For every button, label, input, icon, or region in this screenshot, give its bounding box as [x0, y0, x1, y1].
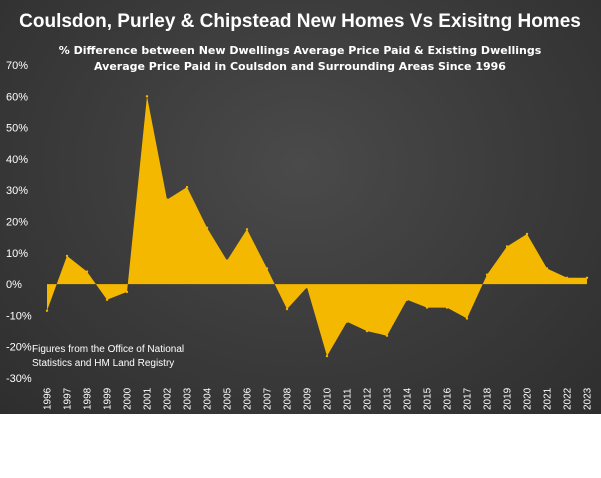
data-point-2007	[265, 267, 269, 270]
x-tick-label: 2023	[583, 387, 594, 410]
y-tick-label: 50%	[6, 123, 28, 135]
x-tick-label: 2009	[303, 387, 314, 410]
data-point-1997	[65, 254, 69, 258]
data-point-1998	[85, 270, 89, 273]
data-point-1996	[45, 309, 49, 312]
y-tick-label: 20%	[6, 217, 28, 229]
data-point-1999	[105, 298, 109, 301]
x-tick-label: 2001	[143, 387, 154, 410]
data-point-2000	[125, 290, 129, 294]
y-tick-label: 30%	[6, 185, 28, 197]
data-point-2011	[345, 320, 349, 323]
x-tick-label: 2016	[443, 387, 454, 410]
x-tick-label: 2005	[223, 387, 234, 410]
x-tick-label: 2018	[483, 387, 494, 410]
x-tick-label: 2011	[343, 388, 354, 410]
data-point-2015	[425, 306, 429, 309]
x-axis: 1996 1997 1998 1999 2000 2001 2002 2003 2004 2005…	[43, 387, 594, 410]
plot-area	[45, 95, 589, 358]
x-tick-label: 2004	[203, 387, 214, 410]
data-point-2008	[285, 307, 289, 311]
x-tick-label: 2012	[363, 387, 374, 410]
data-point-2001	[145, 95, 149, 98]
area-chart: Coulsdon, Purley & Chipstead New Homes V…	[6, 11, 594, 410]
data-point-2003	[185, 185, 189, 189]
y-tick-label: 60%	[6, 91, 28, 103]
x-tick-label: 2015	[423, 387, 434, 410]
x-tick-label: 2017	[463, 387, 474, 410]
x-tick-label: 1997	[63, 387, 74, 410]
x-tick-label: 2003	[183, 387, 194, 410]
x-tick-label: 2021	[543, 387, 554, 410]
data-point-2022	[565, 276, 569, 279]
x-tick-label: 2019	[503, 387, 514, 410]
x-tick-label: 2020	[523, 387, 534, 410]
x-tick-label: 2006	[243, 387, 254, 410]
data-point-2017	[465, 317, 469, 320]
y-tick-label: 40%	[6, 154, 28, 166]
y-axis: 70% 60% 50% 40% 30% 20% 10% 0% -10% -20% -30%	[6, 60, 32, 385]
data-point-2023	[585, 276, 589, 279]
x-tick-label: 1999	[103, 387, 114, 410]
source-note-line-2: Statistics and HM Land Registry	[32, 358, 174, 369]
chart-title: Coulsdon, Purley & Chipstead New Homes V…	[19, 11, 581, 32]
x-tick-label: 2007	[263, 387, 274, 410]
x-tick-label: 2000	[123, 387, 134, 410]
x-tick-label: 2022	[563, 387, 574, 410]
x-tick-label: 1998	[83, 387, 94, 410]
data-point-2002	[165, 198, 169, 201]
data-point-2005	[225, 259, 229, 262]
y-tick-label: -20%	[6, 342, 32, 354]
chart-subtitle-line-1: % Difference between New Dwellings Avera…	[59, 44, 542, 57]
data-point-2013	[385, 334, 389, 337]
source-note-line-1: Figures from the Office of National	[32, 344, 184, 355]
x-tick-label: 1996	[43, 387, 54, 410]
data-point-2006	[245, 228, 249, 231]
data-point-2012	[365, 329, 369, 333]
x-tick-label: 2010	[323, 387, 334, 410]
y-tick-label: 10%	[6, 248, 28, 260]
data-point-2010	[325, 354, 329, 358]
x-tick-label: 2002	[163, 387, 174, 410]
y-tick-label: -30%	[6, 373, 32, 385]
chart-subtitle-line-2: Average Price Paid in Coulsdon and Surro…	[94, 60, 506, 73]
data-point-2018	[485, 273, 489, 276]
data-point-2016	[445, 306, 449, 309]
x-tick-label: 2013	[383, 387, 394, 410]
x-tick-label: 2008	[283, 387, 294, 410]
y-tick-label: 0%	[6, 279, 22, 291]
data-point-2020	[525, 232, 529, 236]
data-point-2004	[205, 226, 209, 229]
data-point-2021	[545, 267, 549, 270]
series-area	[47, 96, 587, 357]
x-tick-label: 2014	[403, 387, 414, 410]
data-point-2009	[305, 286, 309, 289]
chart-panel: Coulsdon, Purley & Chipstead New Homes V…	[0, 0, 601, 414]
data-point-2019	[505, 245, 509, 248]
y-tick-label: 70%	[6, 60, 28, 72]
y-tick-label: -10%	[6, 310, 32, 322]
data-point-2014	[405, 298, 409, 301]
